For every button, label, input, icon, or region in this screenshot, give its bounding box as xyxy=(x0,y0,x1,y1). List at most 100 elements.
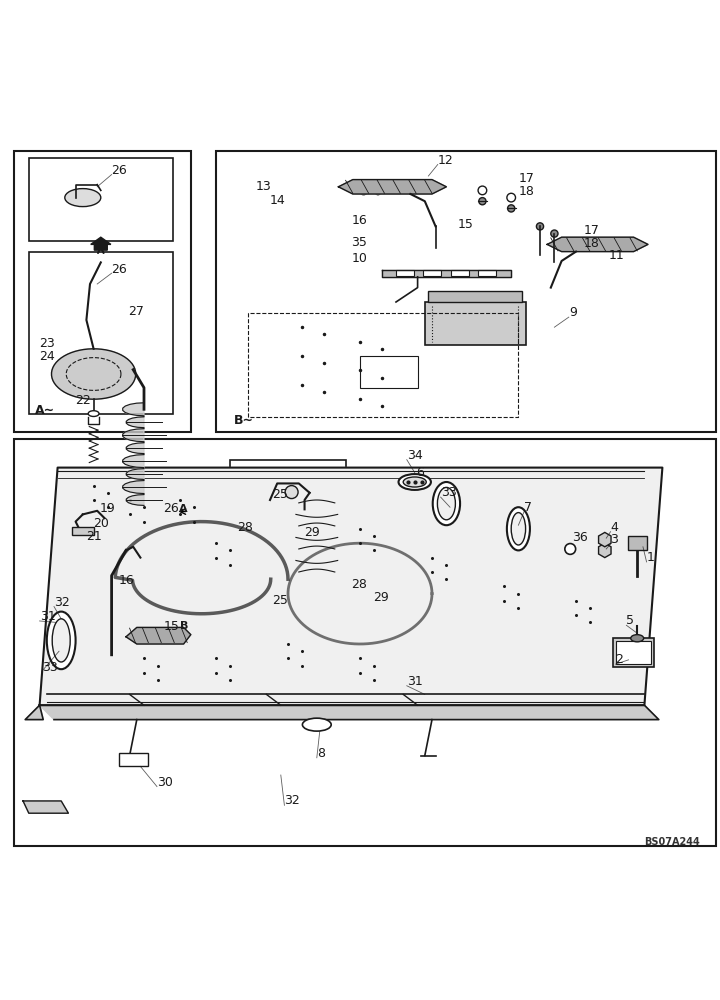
FancyBboxPatch shape xyxy=(428,291,522,302)
Text: 23: 23 xyxy=(40,337,55,350)
Ellipse shape xyxy=(536,223,544,230)
FancyBboxPatch shape xyxy=(230,460,346,532)
Text: 8: 8 xyxy=(317,747,325,760)
Text: 5: 5 xyxy=(626,614,634,627)
Text: 22: 22 xyxy=(76,394,91,407)
FancyBboxPatch shape xyxy=(396,270,414,276)
FancyBboxPatch shape xyxy=(425,302,526,345)
Ellipse shape xyxy=(507,193,516,202)
Polygon shape xyxy=(248,313,518,417)
Text: 18: 18 xyxy=(518,185,534,198)
Text: 1: 1 xyxy=(647,551,654,564)
Text: 14: 14 xyxy=(270,194,286,207)
Ellipse shape xyxy=(631,635,644,642)
FancyArrow shape xyxy=(171,506,189,517)
Text: 19: 19 xyxy=(99,502,115,515)
Ellipse shape xyxy=(47,612,76,669)
Text: 32: 32 xyxy=(284,794,300,807)
Text: 33: 33 xyxy=(441,486,456,499)
Text: 28: 28 xyxy=(238,521,253,534)
FancyBboxPatch shape xyxy=(423,270,441,276)
FancyBboxPatch shape xyxy=(14,439,716,846)
Polygon shape xyxy=(40,705,659,720)
Text: 29: 29 xyxy=(373,591,389,604)
FancyBboxPatch shape xyxy=(14,151,191,432)
Text: 33: 33 xyxy=(42,661,58,674)
Text: 3: 3 xyxy=(611,533,618,546)
Text: 25: 25 xyxy=(272,594,288,607)
FancyBboxPatch shape xyxy=(360,356,418,388)
Text: 34: 34 xyxy=(407,449,423,462)
Text: 13: 13 xyxy=(256,180,271,193)
Ellipse shape xyxy=(375,189,381,195)
FancyBboxPatch shape xyxy=(72,527,94,535)
Polygon shape xyxy=(25,705,43,720)
Text: 31: 31 xyxy=(40,610,55,623)
Text: 10: 10 xyxy=(351,252,367,265)
Text: 28: 28 xyxy=(351,578,367,591)
Text: 12: 12 xyxy=(438,154,454,167)
Text: 16: 16 xyxy=(351,214,367,227)
Ellipse shape xyxy=(507,507,530,550)
Polygon shape xyxy=(382,270,511,277)
FancyArrow shape xyxy=(91,237,111,250)
Polygon shape xyxy=(126,627,191,644)
FancyBboxPatch shape xyxy=(613,638,654,667)
Text: 15: 15 xyxy=(164,619,180,633)
Text: 21: 21 xyxy=(86,530,102,542)
FancyBboxPatch shape xyxy=(478,270,496,276)
Text: 25: 25 xyxy=(272,488,288,501)
Text: 32: 32 xyxy=(54,596,70,609)
Ellipse shape xyxy=(511,513,526,545)
Text: A∼: A∼ xyxy=(35,403,55,416)
Text: 29: 29 xyxy=(304,526,320,539)
Ellipse shape xyxy=(479,198,486,205)
FancyBboxPatch shape xyxy=(29,158,173,241)
Text: 24: 24 xyxy=(40,350,55,362)
Text: 6: 6 xyxy=(416,466,424,479)
Polygon shape xyxy=(52,349,135,399)
FancyBboxPatch shape xyxy=(216,151,716,432)
Text: 7: 7 xyxy=(524,501,532,514)
Text: 27: 27 xyxy=(128,305,144,318)
Ellipse shape xyxy=(565,544,576,554)
Text: 26: 26 xyxy=(112,164,127,177)
Text: 35: 35 xyxy=(351,236,367,249)
Text: 17: 17 xyxy=(583,224,599,237)
Ellipse shape xyxy=(53,619,71,662)
Text: B: B xyxy=(180,621,189,631)
Text: 26: 26 xyxy=(112,263,127,276)
Ellipse shape xyxy=(478,186,487,195)
Ellipse shape xyxy=(285,486,298,499)
Polygon shape xyxy=(547,237,648,252)
Text: 17: 17 xyxy=(518,172,534,185)
Text: 26: 26 xyxy=(163,502,179,515)
Text: 2: 2 xyxy=(616,653,624,666)
Text: 16: 16 xyxy=(119,574,135,587)
Polygon shape xyxy=(23,801,68,813)
Ellipse shape xyxy=(551,230,558,237)
FancyBboxPatch shape xyxy=(29,252,173,414)
Text: 36: 36 xyxy=(572,531,588,544)
Ellipse shape xyxy=(438,487,455,520)
FancyArrow shape xyxy=(293,504,309,522)
FancyBboxPatch shape xyxy=(628,536,647,550)
Text: 9: 9 xyxy=(569,306,577,319)
Text: A: A xyxy=(179,504,187,514)
Ellipse shape xyxy=(302,718,331,731)
Ellipse shape xyxy=(399,474,431,490)
Ellipse shape xyxy=(403,477,426,487)
Ellipse shape xyxy=(433,482,460,525)
FancyBboxPatch shape xyxy=(616,641,651,664)
FancyBboxPatch shape xyxy=(451,270,469,276)
FancyBboxPatch shape xyxy=(119,753,148,766)
Text: 18: 18 xyxy=(583,237,599,250)
Text: 31: 31 xyxy=(407,675,423,688)
Ellipse shape xyxy=(508,205,515,212)
Ellipse shape xyxy=(89,411,99,416)
Polygon shape xyxy=(338,180,446,194)
Text: BS07A244: BS07A244 xyxy=(644,837,700,847)
Text: 15: 15 xyxy=(457,218,473,231)
Text: B∼: B∼ xyxy=(234,414,254,427)
Text: 11: 11 xyxy=(608,249,624,262)
